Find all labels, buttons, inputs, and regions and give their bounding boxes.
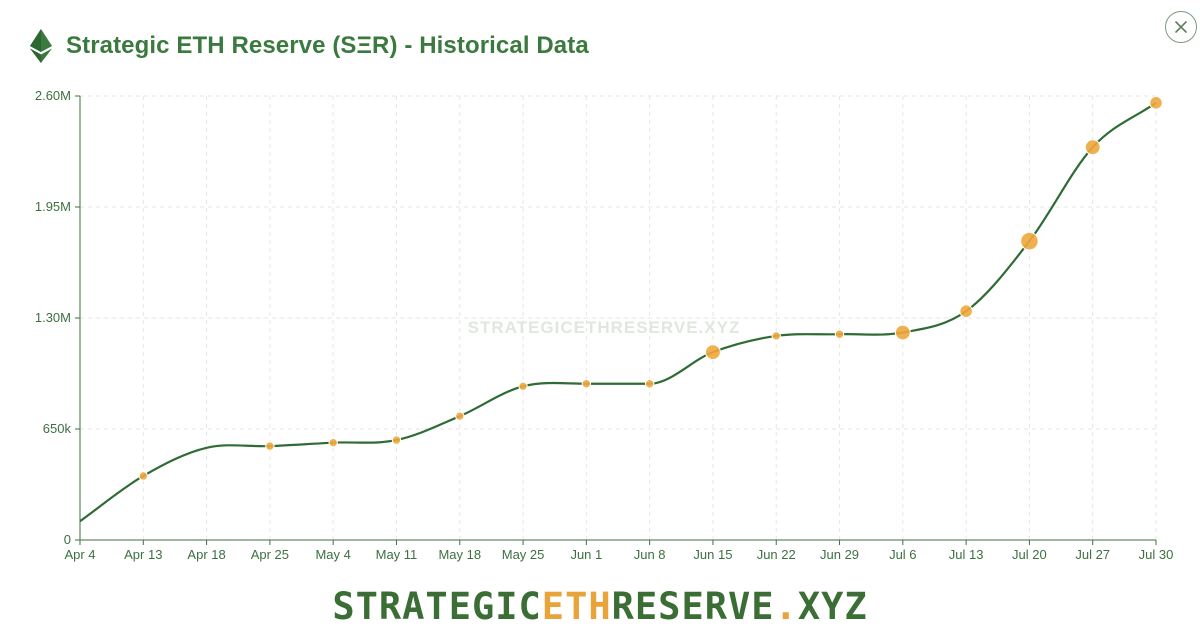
y-tick-label: 2.60M bbox=[35, 88, 71, 103]
data-point[interactable] bbox=[1084, 139, 1101, 156]
data-point[interactable] bbox=[138, 471, 148, 481]
axes: 0 650k 1.30M 1.95M 2.60M Apr 4 Apr 13 Apr 18 Apr… bbox=[35, 88, 1173, 562]
series-path bbox=[79, 101, 1157, 523]
close-button[interactable] bbox=[1165, 11, 1197, 43]
data-point[interactable] bbox=[265, 441, 275, 451]
footer-brand: STRATEGICETHRESERVE.XYZ bbox=[0, 585, 1200, 628]
x-tick-label: Jun 8 bbox=[634, 547, 666, 562]
x-tick-label: Apr 4 bbox=[64, 547, 95, 562]
y-tick-label: 650k bbox=[43, 421, 72, 436]
data-point[interactable] bbox=[1149, 96, 1163, 110]
data-point[interactable] bbox=[894, 324, 911, 341]
data-point[interactable] bbox=[518, 381, 528, 392]
brand-suffix: XYZ bbox=[797, 585, 868, 628]
watermark-text: STRATEGICETHRESERVE.XYZ bbox=[468, 318, 741, 337]
data-point[interactable] bbox=[644, 379, 655, 389]
x-tick-label: Jul 27 bbox=[1075, 547, 1110, 562]
x-tick-label: May 18 bbox=[438, 547, 481, 562]
y-tick-label: 0 bbox=[64, 532, 71, 547]
series-markers bbox=[138, 96, 1163, 481]
brand-middle: RESERVE bbox=[611, 585, 775, 628]
line-chart: STRATEGICETHRESERVE.XYZ 0 650k 1.30M 1.95M 2… bbox=[35, 88, 1173, 562]
x-tick-label: Jul 13 bbox=[949, 547, 984, 562]
x-tick-label: Apr 18 bbox=[187, 547, 225, 562]
chart-title: Strategic ETH Reserve (SΞR) - Historical… bbox=[66, 32, 589, 59]
grid bbox=[80, 95, 1157, 540]
chart-header: Strategic ETH Reserve (SΞR) - Historical… bbox=[30, 26, 589, 66]
x-tick-label: Jul 20 bbox=[1012, 547, 1047, 562]
x-tick-label: Jun 1 bbox=[570, 547, 602, 562]
data-point[interactable] bbox=[391, 435, 402, 445]
x-tick-label: May 4 bbox=[315, 547, 350, 562]
x-tick-label: Jul 30 bbox=[1139, 547, 1174, 562]
brand-accent: ETH bbox=[541, 585, 612, 628]
y-tick-label: 1.95M bbox=[35, 199, 71, 214]
data-point[interactable] bbox=[1020, 231, 1039, 251]
x-tick-label: May 11 bbox=[376, 547, 418, 562]
data-point[interactable] bbox=[959, 304, 973, 318]
x-tick-label: Jun 15 bbox=[693, 547, 732, 562]
data-point[interactable] bbox=[455, 411, 465, 421]
brand-prefix: STRATEGIC bbox=[332, 585, 542, 628]
x-tick-label: Jun 22 bbox=[757, 547, 796, 562]
x-tick-label: Jul 6 bbox=[889, 547, 916, 562]
x-tick-label: Apr 13 bbox=[124, 547, 162, 562]
ethereum-icon bbox=[30, 29, 52, 63]
brand-dot: . bbox=[774, 585, 798, 628]
data-point[interactable] bbox=[328, 437, 338, 448]
data-point[interactable] bbox=[834, 329, 845, 339]
data-point[interactable] bbox=[581, 379, 592, 389]
data-point[interactable] bbox=[771, 331, 781, 341]
close-icon bbox=[1175, 21, 1187, 33]
x-tick-label: May 25 bbox=[502, 547, 545, 562]
data-point[interactable] bbox=[705, 344, 721, 361]
y-tick-label: 1.30M bbox=[35, 310, 71, 325]
x-tick-label: Jun 29 bbox=[820, 547, 859, 562]
x-tick-label: Apr 25 bbox=[251, 547, 289, 562]
series-line bbox=[79, 101, 1157, 523]
